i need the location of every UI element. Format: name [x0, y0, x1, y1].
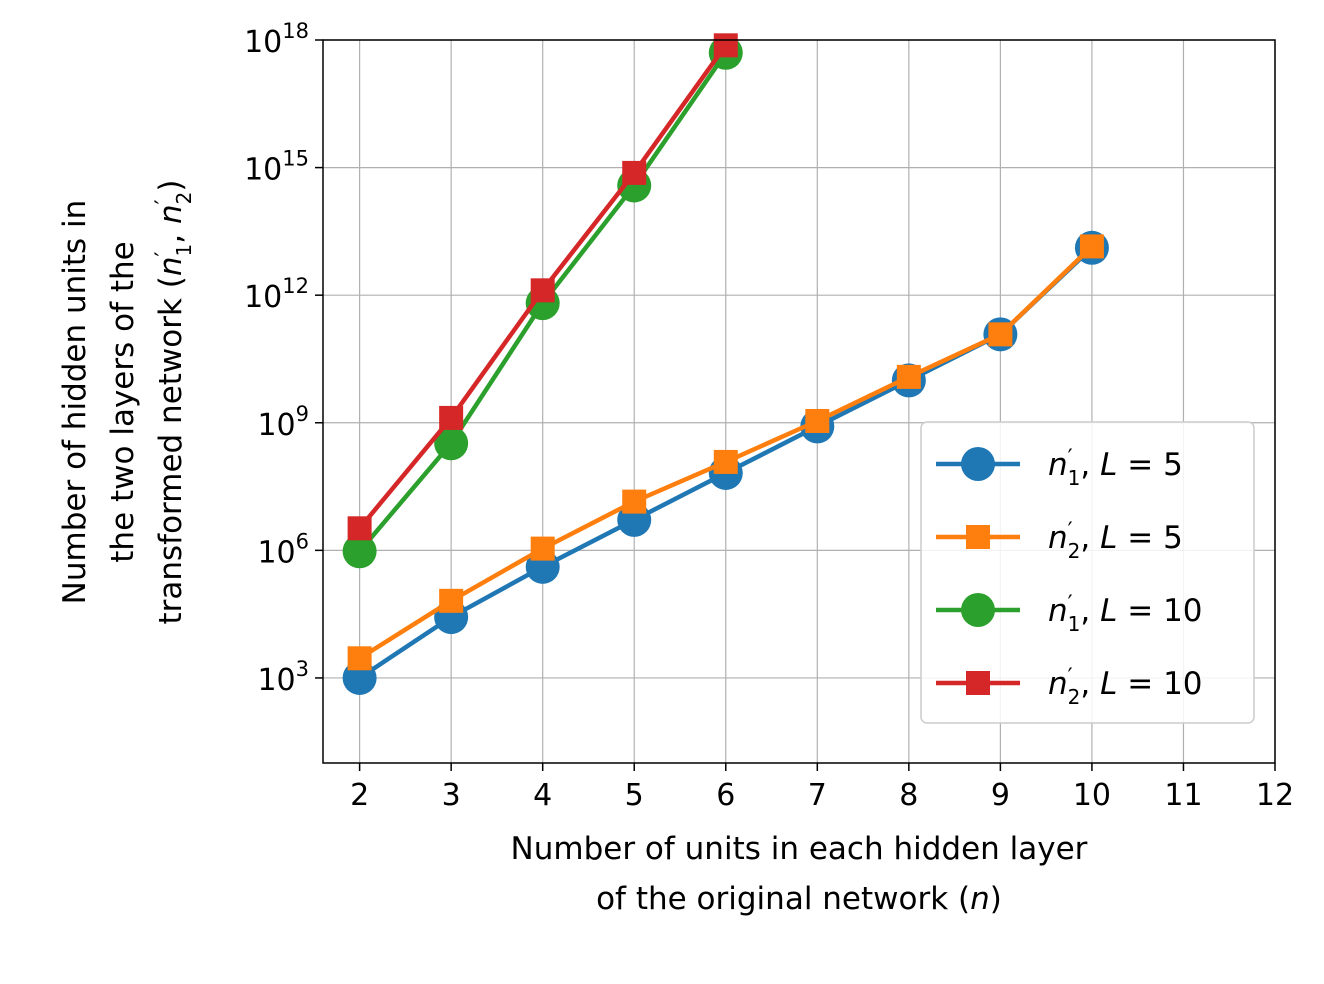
y-axis-title-line-3: transformed network (n′1, n′2)	[152, 179, 196, 624]
y-axis-title-line-1: Number of hidden units in	[57, 200, 93, 605]
series-4	[347, 33, 738, 541]
y-axis-title-line-2: the two layers of the	[105, 241, 141, 562]
legend-marker-point	[961, 447, 995, 481]
x-tick-label: 4	[533, 778, 552, 813]
x-tick-label: 8	[899, 778, 918, 813]
legend-frame	[920, 421, 1255, 724]
x-tick-label: 7	[808, 778, 827, 813]
data-point	[988, 322, 1013, 347]
x-axis-title-line-1: Number of units in each hidden layer	[511, 831, 1088, 867]
x-tick-label: 12	[1256, 778, 1294, 813]
legend-entry: n′ 2, L = 5	[936, 519, 1183, 563]
axis-ticks: 2 3 4 5 6 7 8 9 10 11 12 103 106 109 1012 1015 1018	[244, 19, 1294, 813]
data-point	[434, 426, 469, 461]
x-tick-label: 9	[991, 778, 1010, 813]
data-point	[622, 489, 647, 514]
legend-label: n′ 2, L = 5	[1048, 519, 1183, 563]
x-tick-label: 11	[1164, 778, 1202, 813]
y-tick-label: 1018	[244, 19, 309, 60]
data-point	[439, 588, 464, 613]
legend-marker-point	[961, 593, 995, 627]
data-point	[1079, 234, 1104, 259]
legend-label: n′ 2, L = 10	[1048, 665, 1203, 709]
series-layer	[342, 33, 1109, 695]
x-tick-label: 2	[350, 778, 369, 813]
x-axis-title-line-2: of the original network (n)	[596, 881, 1002, 917]
legend-label: n′ 1, L = 10	[1048, 592, 1203, 636]
data-point	[713, 449, 738, 474]
y-tick-label: 109	[257, 402, 309, 443]
legend-entry: n′ 1, L = 5	[936, 446, 1183, 490]
data-point	[347, 646, 372, 671]
data-point	[530, 536, 555, 561]
y-axis-title: Number of hidden units in the two layers…	[57, 179, 196, 624]
x-tick-label: 3	[442, 778, 461, 813]
x-tick-label: 6	[716, 778, 735, 813]
data-point	[342, 534, 377, 569]
y-tick-label: 1012	[244, 274, 309, 315]
plot-frame	[322, 39, 1276, 764]
legend-label: n′ 1, L = 5	[1048, 446, 1183, 490]
y-tick-label: 1015	[244, 147, 309, 188]
data-point	[896, 364, 921, 389]
data-point	[439, 405, 464, 430]
y-tick-label: 103	[257, 657, 309, 698]
y-tick-label: 106	[257, 529, 309, 570]
legend-entry: n′ 2, L = 10	[936, 665, 1203, 709]
data-point	[347, 516, 372, 541]
legend-marker-point	[966, 525, 990, 549]
data-point	[530, 278, 555, 303]
legend-entry: n′ 1, L = 10	[936, 592, 1203, 636]
x-tick-label: 5	[625, 778, 644, 813]
x-tick-label: 10	[1073, 778, 1111, 813]
legend-marker-point	[966, 671, 990, 695]
data-point	[805, 409, 830, 434]
legend: n′ 1, L = 5 n′ 2, L = 5 n′ 1, L = 10 n′ 2, L = …	[920, 421, 1255, 724]
data-point	[713, 33, 738, 58]
series-2	[347, 234, 1104, 671]
data-point	[622, 160, 647, 185]
